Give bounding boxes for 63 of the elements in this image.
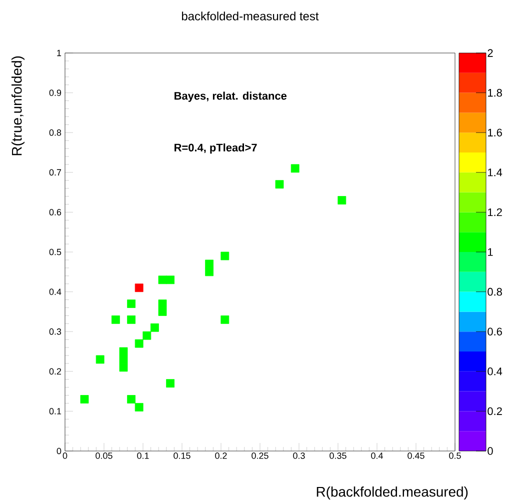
y-tick-label: 0.5 <box>49 248 62 256</box>
point <box>220 252 230 260</box>
y-tick-label: 0.9 <box>49 90 62 96</box>
color-bar-label: 2 <box>488 49 493 57</box>
x-tick-label: 0.5 <box>449 452 461 459</box>
x-tick-label: 0.05 <box>96 452 112 459</box>
point <box>127 300 136 308</box>
point <box>119 355 128 364</box>
point <box>150 323 159 332</box>
color-bar-label: 1.2 <box>488 208 502 216</box>
point <box>142 331 152 340</box>
x-tick-label: 0.15 <box>174 452 190 459</box>
color-bar-label: 0.4 <box>488 368 502 376</box>
chart-title: backfolded-measured test <box>182 12 319 20</box>
point <box>158 276 167 284</box>
annotation: Bayes, relat. distance <box>174 92 287 102</box>
x-tick-label: 0.45 <box>408 452 424 459</box>
point <box>220 315 230 324</box>
point <box>166 379 174 388</box>
annotation: R=0.4, pTlead>7 <box>174 143 257 154</box>
point <box>127 395 136 404</box>
color-bar-label: 1.6 <box>488 128 502 136</box>
point <box>134 339 144 348</box>
point <box>80 395 89 404</box>
color-bar-label: 0.8 <box>488 288 502 296</box>
y-tick-label: 0.1 <box>49 408 62 414</box>
point <box>338 196 346 204</box>
y-tick-label: 0.7 <box>49 169 62 176</box>
y-tick-label: 0.6 <box>49 209 62 216</box>
color-bar-label: 0.2 <box>488 407 502 416</box>
point <box>158 308 167 316</box>
y-tick-label: 0 <box>56 448 62 454</box>
x-tick-label: 0 <box>62 452 68 459</box>
y-tick-label: 0.4 <box>49 288 62 295</box>
x-tick-label: 0.1 <box>137 452 149 459</box>
point <box>290 164 300 173</box>
color-bar-label: 1.4 <box>488 168 502 176</box>
y-tick-label: 1 <box>57 50 62 56</box>
x-tick-label: 0.35 <box>330 452 346 459</box>
x-tick-label: 0.3 <box>293 452 305 459</box>
y-tick-label: 0.8 <box>49 129 62 136</box>
color-bar-label: 0.6 <box>488 328 502 336</box>
point <box>134 403 144 412</box>
y-tick-label: 0.2 <box>49 368 62 375</box>
point <box>205 268 214 276</box>
x-tick-label: 0.2 <box>215 452 227 459</box>
y-axis-title: R(true,unfolded) <box>12 56 24 156</box>
point <box>127 315 136 324</box>
x-tick-label: 0.25 <box>252 452 268 459</box>
x-tick-label: 0.4 <box>371 452 383 459</box>
point <box>275 180 284 189</box>
point <box>119 347 128 356</box>
x-axis-title: R(backfolded.measured) <box>316 486 468 500</box>
y-tick-label: 0.3 <box>49 328 62 335</box>
point <box>166 276 174 284</box>
point <box>96 355 104 364</box>
point <box>134 284 144 292</box>
color-bar-label: 1 <box>488 248 493 256</box>
color-bar-label: 1.8 <box>488 88 502 97</box>
point <box>119 363 128 372</box>
point <box>112 315 120 324</box>
point <box>205 260 214 268</box>
point <box>158 300 167 308</box>
